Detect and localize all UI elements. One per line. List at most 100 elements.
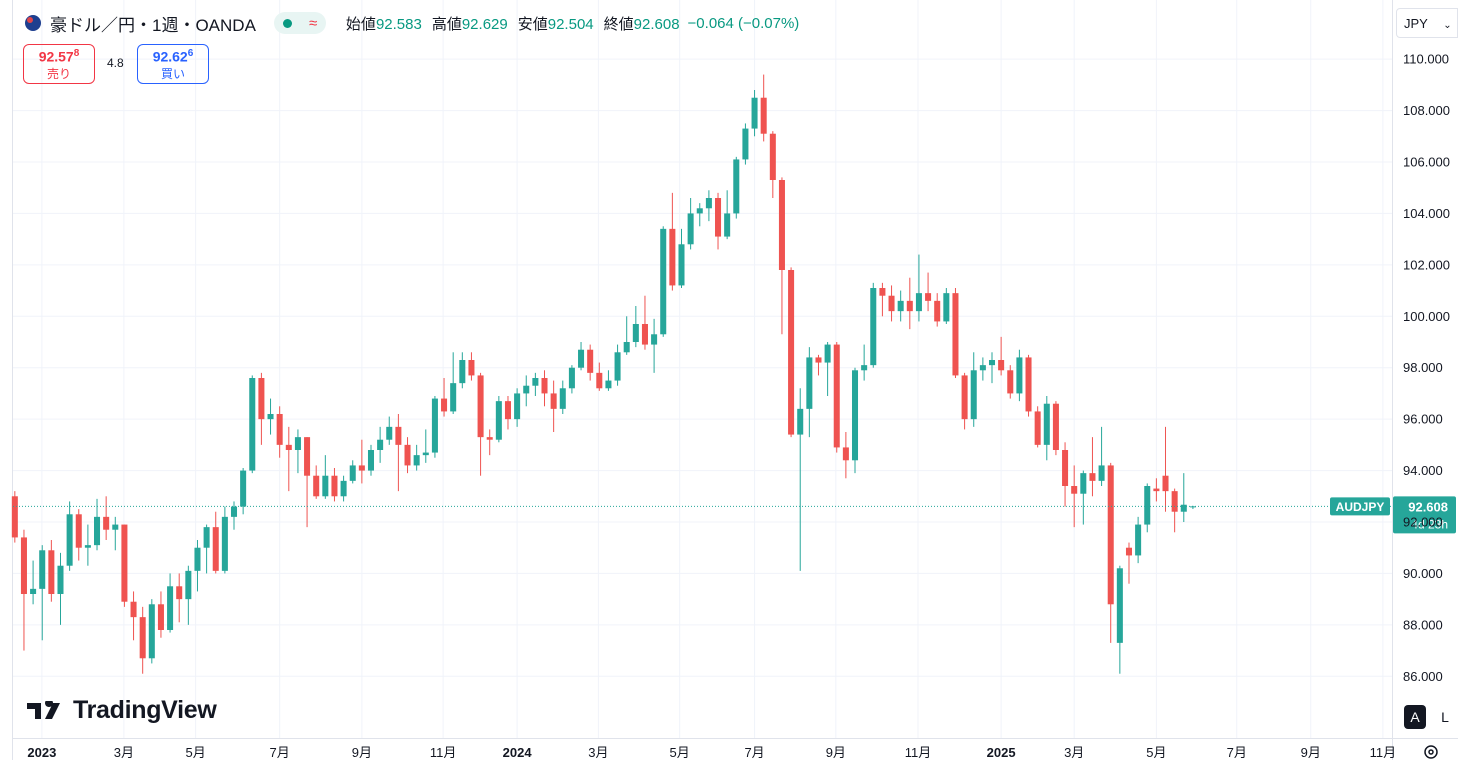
candle-body [596,372,603,389]
candle-body [94,516,101,546]
candle-body [212,527,219,571]
candle-body [906,300,913,312]
candle-body [870,288,877,366]
y-tick-label: 106.000 [1403,155,1450,170]
y-tick-label: 110.000 [1403,52,1449,67]
x-tick-label: 2024 [503,745,533,760]
candle-body [377,439,384,450]
candle-body [1034,411,1041,445]
ohlc-label: 高値 [431,15,462,33]
candle-body [797,408,804,435]
y-tick-label: 90.000 [1403,566,1443,581]
candle-body [331,475,338,497]
auto-scale-button[interactable]: A [1404,705,1426,729]
candle-body [167,586,174,630]
x-tick-label: 3月 [114,745,134,760]
countdown: 4d 23h [1411,517,1448,531]
candle-body [861,365,868,371]
candle-body [1098,465,1105,481]
candle-body [705,198,712,209]
y-tick-label: 104.000 [1403,206,1450,221]
candle-body [1125,547,1132,556]
candle-body [733,159,740,214]
candle-body [751,97,758,129]
candle-body [514,393,521,420]
flag-part [27,17,33,23]
sell-price: 92.578 [24,48,94,65]
candle-body [1016,357,1023,394]
y-tick-label: 98.000 [1403,360,1443,375]
grid [13,0,1392,738]
logo-shape [27,700,60,719]
ohlc-value: 92.629 [461,15,508,33]
x-tick-label: 3月 [1064,745,1084,760]
candle-body [358,465,365,471]
candle-body [431,398,438,453]
candle-body [934,300,941,322]
candle-body [313,475,320,497]
candle-body [121,524,128,602]
candle-body [276,414,283,445]
candle-body [221,516,228,571]
candle-body [422,452,429,456]
candle-body [669,228,676,286]
sell-button[interactable]: 92.578 売り [23,44,95,84]
buy-button[interactable]: 92.626 買い [137,44,209,84]
candle-body [230,506,238,517]
status-pill[interactable]: ≈ [273,12,326,34]
candle-body [148,604,155,659]
ohlc-value: 92.608 [633,15,680,33]
candle-body [660,228,667,335]
candle-body [176,586,183,600]
currency-select[interactable]: JPY ⌄ [1396,8,1458,38]
candle-body [1144,486,1151,525]
candle-body [778,180,785,270]
status-dot [282,18,292,28]
symbol-label: AUDJPY [1336,500,1385,514]
candle-body [788,270,795,435]
candle-body [441,398,448,412]
candle-body [568,367,575,389]
gear-ring [1424,745,1438,759]
candle-body [240,470,247,507]
ohlc-value: 92.504 [547,15,594,33]
candle-body [395,426,402,445]
candle-body [988,360,996,366]
candle-body [486,437,493,440]
candle-body [952,293,959,376]
x-tick-label: 2025 [987,745,1016,760]
candle-body [842,447,849,461]
candle-body [1162,475,1169,492]
y-tick-label: 94.000 [1403,463,1443,478]
candle-body [806,357,813,409]
candle-body [459,360,466,384]
logo-icon [27,700,60,719]
candle-body [1025,357,1032,412]
flag-icon [25,15,41,31]
x-tick-label: 7月 [744,745,764,760]
y-tick-label: 86.000 [1403,669,1443,684]
price-label-bg [1393,496,1456,534]
candle-body [340,480,347,497]
symbol[interactable]: 豪ドル／円・1週・OANDA [50,15,256,35]
approx: ≈ [308,14,318,32]
overlay: AUDJPY 92.608 4d 23h [13,496,1456,534]
candle-body [623,342,630,353]
candle-body [879,288,886,296]
candle-body [48,550,55,594]
candle-body [605,380,612,389]
buy-price-main: 92.62 [152,48,188,65]
candle-body [39,550,46,589]
ohlc-label: 安値 [517,15,548,33]
candle-body [760,97,767,134]
log-scale-button[interactable]: L [1441,709,1449,725]
flag [25,15,41,31]
candle-body [203,527,210,548]
ohlc-item: 高値92.629 [432,13,508,34]
settings-icon[interactable] [1424,745,1438,759]
logo: TradingView [27,696,217,725]
candle-body [30,588,37,594]
buy-label: 買い [160,66,185,81]
